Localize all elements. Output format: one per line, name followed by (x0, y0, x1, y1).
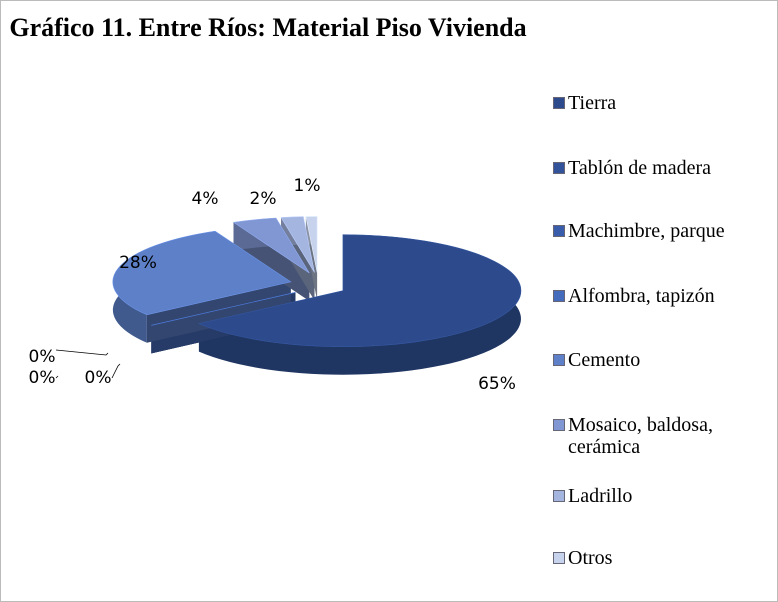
data-label: 0% (29, 347, 56, 367)
legend-swatch (553, 290, 565, 302)
legend-label: Tierra (568, 92, 617, 114)
legend-label: Tablón de madera (568, 157, 711, 179)
leader-line (55, 375, 59, 379)
legend-item: Machimbre, parque (553, 220, 775, 242)
legend-label: Otros (568, 547, 613, 569)
pie-tops (112, 216, 522, 348)
legend-item: Otros (553, 547, 775, 569)
legend-swatch (553, 354, 565, 366)
legend-swatch (553, 490, 565, 502)
legend-label: Alfombra, tapizón (568, 285, 715, 307)
legend-swatch (553, 162, 565, 174)
legend-swatch (553, 225, 565, 237)
pie-slice (305, 216, 318, 273)
pie-slice (232, 217, 310, 274)
leader-line (55, 349, 109, 356)
legend-item: Cemento (553, 349, 775, 371)
legend-label: Mosaico, baldosa, cerámica (568, 414, 713, 458)
data-label: 2% (250, 189, 277, 209)
legend-label: Cemento (568, 349, 641, 371)
data-label: 28% (119, 253, 157, 273)
pie-slice (280, 216, 315, 273)
legend-label: Machimbre, parque (568, 220, 725, 242)
legend-item: Tablón de madera (553, 157, 775, 179)
leader-line (111, 363, 121, 379)
pie-slice (112, 230, 292, 316)
legend-item: Mosaico, baldosa, cerámica (553, 414, 775, 458)
data-label: 0% (29, 368, 56, 388)
data-label: 0% (85, 368, 112, 388)
legend-swatch (553, 419, 565, 431)
legend-swatch (553, 97, 565, 109)
legend-item: Tierra (553, 92, 775, 114)
pie-slice (197, 234, 522, 348)
legend-item: Ladrillo (553, 485, 775, 507)
legend-swatch (553, 552, 565, 564)
data-label: 1% (294, 176, 321, 196)
chart-title: Gráfico 11. Entre Ríos: Material Piso Vi… (9, 13, 527, 42)
legend-label: Ladrillo (568, 485, 633, 507)
data-label: 65% (478, 374, 516, 394)
data-label: 4% (192, 189, 219, 209)
legend-item: Alfombra, tapizón (553, 285, 775, 307)
